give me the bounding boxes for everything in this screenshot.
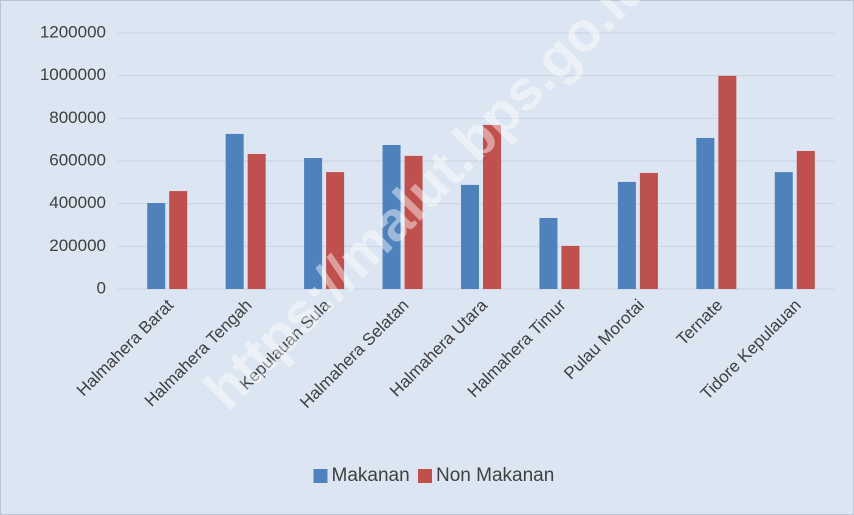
bar [696, 137, 715, 289]
bar [561, 245, 580, 289]
bar [147, 203, 166, 289]
y-tick-label: 1000000 [40, 65, 106, 84]
bar [169, 191, 188, 289]
y-tick-label: 400000 [49, 193, 106, 212]
legend-swatch [313, 469, 328, 483]
bar [461, 184, 479, 289]
legend-label: Makanan [332, 465, 410, 486]
bar [796, 150, 815, 289]
bar [404, 155, 423, 289]
bar [304, 158, 323, 289]
y-tick-label: 0 [97, 278, 106, 297]
bar [326, 172, 345, 289]
bar [539, 217, 558, 289]
legend-swatch [418, 469, 432, 483]
y-tick-label: 200000 [49, 236, 106, 255]
bar [225, 133, 244, 289]
y-tick-label: 800000 [49, 108, 106, 127]
y-tick-label: 600000 [49, 150, 106, 169]
y-tick-label: 1200000 [40, 22, 106, 41]
bar [247, 153, 266, 289]
bar [483, 124, 501, 290]
bar [639, 172, 658, 289]
bar [617, 181, 636, 289]
bar [718, 75, 737, 289]
legend-label: Non Makanan [436, 465, 554, 486]
bar [774, 172, 793, 289]
bar [382, 145, 401, 289]
